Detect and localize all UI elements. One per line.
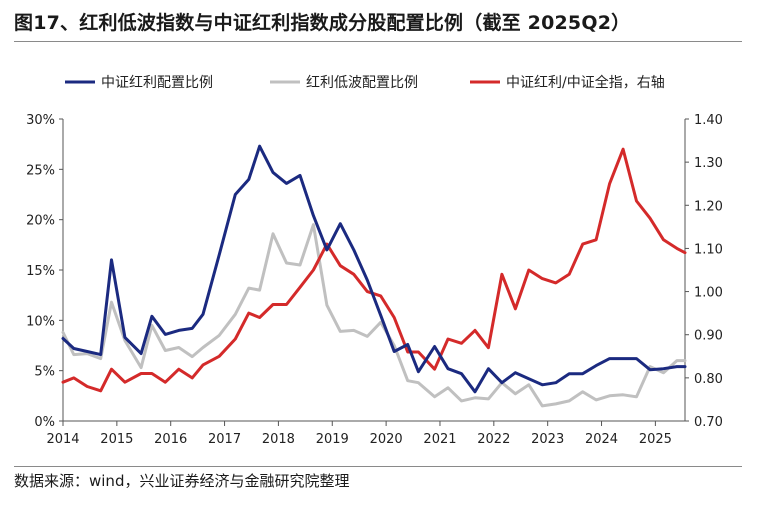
x-tick-label: 2023 [531, 432, 564, 447]
series-line [61, 223, 687, 408]
line-chart: 中证红利配置比例 红利低波配置比例 中证红利/中证全指，右轴 0% 5% 10% 15% 2… [26, 74, 723, 447]
x-tick-label: 2025 [639, 432, 672, 447]
chart-title: 图17、红利低波指数与中证红利指数成分股配置比例（截至 2025Q2） [14, 12, 631, 34]
y-left-tick-label: 25% [26, 163, 55, 178]
legend-item: 中证红利/中证全指，右轴 [470, 74, 665, 91]
x-tick-label: 2024 [585, 432, 618, 447]
title-divider [14, 41, 742, 42]
y-right-tick-label: 1.20 [694, 199, 723, 214]
y-right-tick-label: 1.30 [694, 156, 723, 171]
y-left-tick-label: 0% [34, 415, 55, 430]
x-tick-label: 2019 [316, 432, 349, 447]
x-tick-label: 2022 [477, 432, 510, 447]
source-divider [14, 466, 742, 467]
y-right-tick-label: 1.10 [694, 242, 723, 257]
series-line [61, 147, 687, 393]
y-right-tick-label: 0.80 [694, 372, 723, 387]
axes: 0% 5% 10% 15% 20% 25% 30% 0.70 0.80 0.90 1.00 1.10 1… [26, 113, 723, 447]
y-right-tick-label: 0.70 [694, 415, 723, 430]
y-left-tick-label: 10% [26, 314, 55, 329]
y-left-tick-label: 15% [26, 264, 55, 279]
y-right-tick-label: 1.40 [694, 113, 723, 128]
legend-label: 中证红利配置比例 [101, 75, 213, 91]
y-left-tick-label: 30% [26, 113, 55, 128]
plot-area [61, 144, 687, 408]
x-tick-label: 2014 [46, 432, 79, 447]
series-line [61, 144, 687, 394]
legend-item: 红利低波配置比例 [270, 75, 418, 91]
legend: 中证红利配置比例 红利低波配置比例 中证红利/中证全指，右轴 [65, 74, 665, 91]
legend-item: 中证红利配置比例 [65, 75, 213, 91]
y-left-tick-label: 20% [26, 214, 55, 229]
legend-label: 中证红利/中证全指，右轴 [506, 74, 665, 91]
y-right-tick-label: 0.90 [694, 329, 723, 344]
source-note: 数据来源：wind，兴业证券经济与金融研究院整理 [14, 472, 350, 490]
y-left-tick-label: 5% [34, 365, 55, 380]
x-tick-label: 2021 [423, 432, 456, 447]
x-tick-label: 2018 [262, 432, 295, 447]
x-tick-label: 2016 [154, 432, 187, 447]
y-right-tick-label: 1.00 [694, 286, 723, 301]
x-tick-label: 2020 [370, 432, 403, 447]
legend-label: 红利低波配置比例 [306, 75, 418, 91]
x-tick-label: 2017 [208, 432, 241, 447]
x-tick-label: 2015 [100, 432, 133, 447]
